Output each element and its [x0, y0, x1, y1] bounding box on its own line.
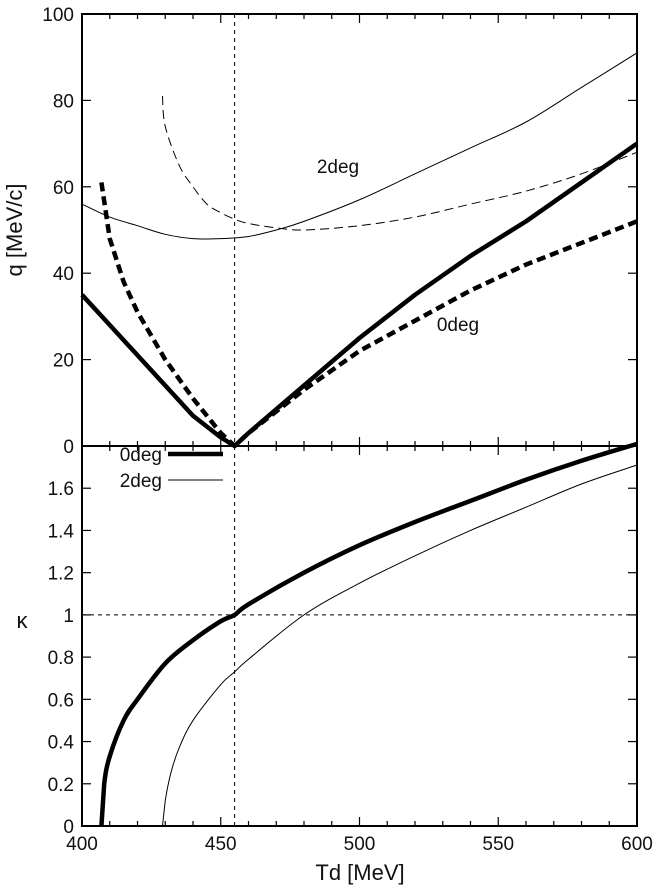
panel0-series-1-line — [99, 182, 638, 449]
reference-lines — [82, 14, 637, 826]
x-axis-title: Td [MeV] — [315, 860, 404, 885]
xtick-label: 600 — [621, 834, 653, 855]
annotation-2deg: 2deg — [317, 157, 359, 178]
panel1-ytick-label: 0.2 — [48, 775, 74, 796]
panel1-ytick-label: 0.6 — [48, 690, 74, 711]
panel1-ytick-label: 1 — [63, 606, 74, 627]
panel0-series-0-line — [80, 141, 639, 449]
panel1-series-0-line — [99, 441, 638, 827]
top-y-axis-title: q [MeV/c] — [2, 184, 27, 277]
panel0-ytick-label: 80 — [53, 91, 74, 112]
top-panel-frame — [81, 13, 638, 447]
panel1-ytick-label: 0.4 — [48, 733, 75, 754]
panel0-series-2-line — [81, 52, 638, 240]
legend-label-2deg: 2deg — [120, 471, 162, 492]
panel1-ytick-label: 1.4 — [48, 521, 75, 542]
legend-label-0deg: 0deg — [120, 445, 162, 466]
panel1-ytick-label: 1.6 — [48, 479, 74, 500]
legend: 0deg 2deg — [120, 445, 223, 492]
panel0-ytick-label: 40 — [53, 264, 74, 285]
xtick-label: 550 — [482, 834, 514, 855]
tick-labels: 0 20 40 60 80 100 0 0.2 0.4 0.6 0.8 1 1.2 1.4 1.6 400 45… — [42, 5, 653, 855]
panel1-ytick-label: 1.2 — [48, 564, 74, 585]
ticks — [81, 13, 638, 827]
annotation-0deg: 0deg — [437, 315, 479, 336]
xtick-label: 400 — [66, 834, 98, 855]
xtick-label: 450 — [205, 834, 237, 855]
series-layer — [80, 52, 639, 827]
panel1-ytick-label: 0.8 — [48, 648, 74, 669]
panel0-ytick-label: 100 — [42, 5, 74, 26]
xtick-label: 500 — [344, 834, 376, 855]
panel0-series-3-line — [161, 96, 638, 231]
bottom-panel-frame — [81, 445, 638, 827]
bottom-y-axis-title: κ — [17, 608, 29, 633]
panel1-series-1-line — [161, 464, 638, 827]
panel0-ytick-label: 20 — [53, 351, 74, 372]
panel0-ytick-label: 0 — [63, 437, 74, 458]
panel1-ytick-label: 0 — [63, 817, 74, 838]
panel0-ytick-label: 60 — [53, 178, 74, 199]
